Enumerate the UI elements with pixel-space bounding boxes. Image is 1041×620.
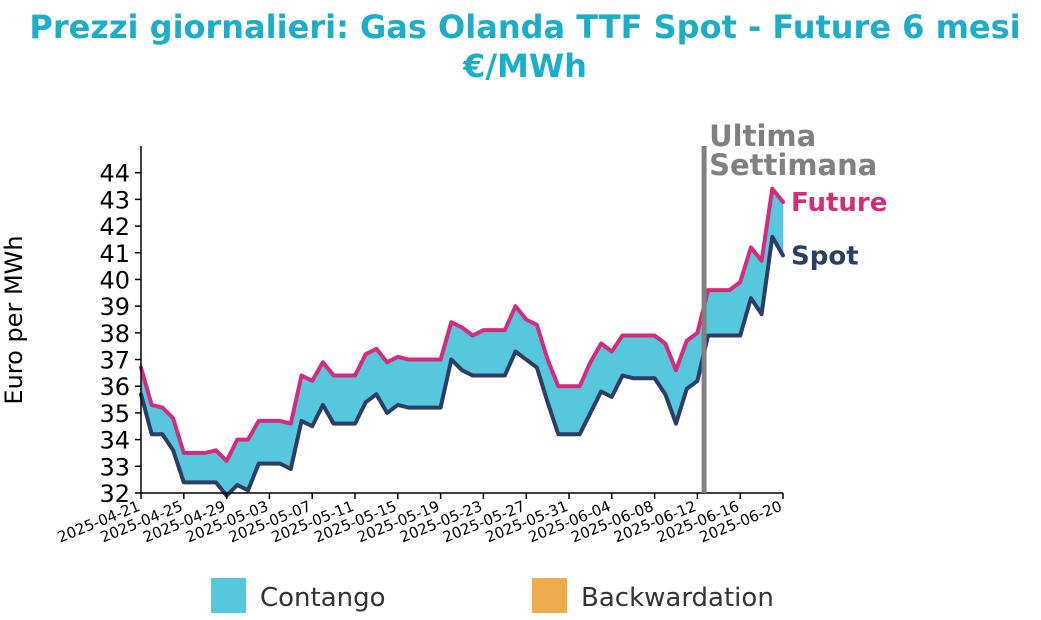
series-lines-group — [139, 186, 785, 498]
y-tick-label-37: 37 — [99, 347, 130, 375]
spread-segment-5 — [194, 452, 206, 483]
spread-segment-40 — [568, 385, 581, 435]
y-tick-label-36: 36 — [99, 373, 130, 401]
spread-segment-39 — [557, 385, 570, 435]
legend: Contango Backwardation — [211, 578, 774, 613]
axes-group: 323334353637383940414243442025-04-212025… — [55, 146, 784, 546]
spread-segment-47 — [643, 335, 655, 379]
last-week-label-line-1: Ultima — [709, 119, 816, 153]
y-tick-label-42: 42 — [99, 213, 130, 241]
spread-segment-12 — [269, 420, 281, 464]
y-tick-label-38: 38 — [99, 320, 130, 348]
series-labels-group: Future Spot — [791, 188, 887, 271]
spread-segment-33 — [493, 329, 506, 376]
legend-label-contango: Contango — [260, 583, 386, 613]
spread-segment-19 — [343, 375, 356, 424]
y-axis-label: Euro per MWh — [0, 235, 28, 404]
legend-swatch-backwardation — [532, 578, 567, 613]
spread-segment-4 — [183, 452, 195, 483]
y-tick-label-32: 32 — [99, 480, 130, 508]
spread-segment-31 — [472, 329, 484, 376]
spread-segment-11 — [258, 420, 270, 464]
y-tick-label-44: 44 — [99, 160, 130, 188]
legend-swatch-contango — [211, 578, 246, 613]
spread-segment-24 — [397, 356, 409, 408]
spread-segment-26 — [418, 359, 431, 408]
y-tick-label-33: 33 — [99, 453, 130, 481]
series-line-future — [139, 186, 785, 463]
last-week-label-line-2: Settimana — [709, 148, 877, 182]
chart-title-line-1: Prezzi giornalieri: Gas Olanda TTF Spot … — [29, 8, 1020, 46]
y-tick-label-40: 40 — [99, 266, 130, 294]
series-label-spot: Spot — [791, 241, 859, 271]
y-tick-label-39: 39 — [99, 293, 130, 321]
spread-segment-27 — [429, 359, 441, 408]
y-tick-label-34: 34 — [99, 427, 130, 455]
y-tick-label-43: 43 — [99, 186, 130, 214]
spread-segment-54 — [718, 289, 730, 336]
y-tick-label-35: 35 — [99, 400, 130, 428]
spread-segment-46 — [632, 335, 645, 379]
series-label-future: Future — [791, 188, 887, 218]
spread-segment-45 — [622, 335, 634, 379]
spread-segment-9 — [237, 439, 249, 491]
spread-segment-25 — [408, 359, 420, 408]
spread-segment-32 — [483, 329, 495, 376]
y-tick-label-41: 41 — [99, 240, 130, 268]
spread-segment-53 — [707, 289, 720, 336]
chart-title-line-2: €/MWh — [462, 47, 587, 85]
spread-segment-1 — [151, 404, 163, 435]
spread-segment-15 — [301, 375, 313, 427]
legend-label-backwardation: Backwardation — [581, 583, 774, 613]
spread-segment-6 — [204, 449, 217, 483]
spread-segment-13 — [279, 420, 292, 470]
spread-segment-18 — [333, 375, 345, 424]
series-line-spot — [139, 234, 785, 498]
